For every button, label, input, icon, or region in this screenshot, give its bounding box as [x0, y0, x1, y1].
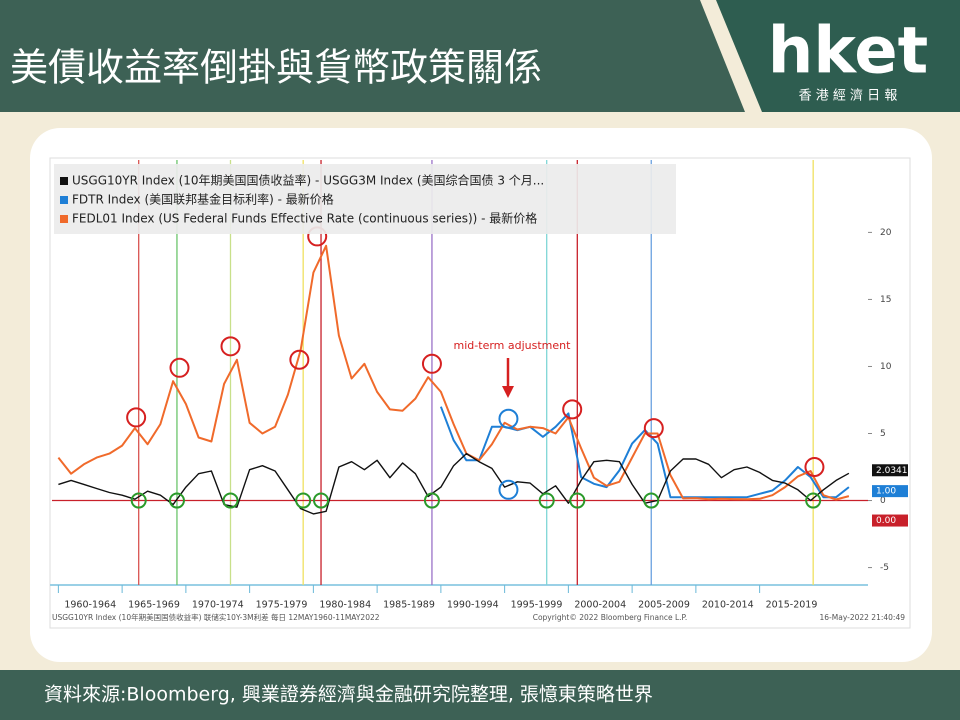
highlight-circle [805, 492, 822, 509]
annotation: mid-term adjustment [454, 339, 572, 352]
x-tick-label: 1970-1974 [192, 600, 244, 611]
highlight-circle [289, 349, 310, 370]
x-tick-label: 1995-1999 [511, 600, 563, 611]
highlight-circle [313, 492, 330, 509]
legend-label: USGG10YR Index (10年期美国国债收益率) - USGG3M In… [72, 173, 544, 188]
logo-panel [716, 0, 960, 112]
legend-label: FDTR Index (美国联邦基金目标利率) - 最新价格 [72, 192, 334, 207]
highlight-circle [498, 479, 519, 500]
x-tick-label: 2015-2019 [766, 600, 818, 611]
reference-label: 0.00 [876, 516, 896, 526]
highlight-circle [295, 492, 312, 509]
highlight-circle [222, 492, 239, 509]
x-tick-label: 2000-2004 [574, 600, 626, 611]
highlight-circle [804, 457, 825, 478]
footnote-right: 16-May-2022 21:40:49 [820, 613, 906, 622]
legend-swatch [60, 177, 68, 185]
chart-frame [49, 157, 911, 629]
highlight-circle [421, 353, 442, 374]
x-tick-label: 1960-1964 [64, 600, 116, 611]
highlight-circle [562, 399, 583, 420]
x-tick-label: 1965-1969 [128, 600, 180, 611]
series-line [58, 452, 850, 515]
highlight-circle [569, 492, 586, 509]
legend-label: FEDL01 Index (US Federal Funds Effective… [72, 211, 537, 226]
highlight-circle [498, 408, 519, 429]
last-value-label: 1.00 [876, 487, 896, 497]
highlight-circle [643, 492, 660, 509]
x-tick-label: 2010-2014 [702, 600, 754, 611]
series-line [57, 244, 850, 501]
footnote-center: Copyright© 2022 Bloomberg Finance L.P. [533, 613, 688, 622]
x-tick-label: 1990-1994 [447, 600, 499, 611]
y-tick-label: 15 [880, 295, 891, 305]
footer-source: 資料來源:Bloomberg, 興業證券經濟與金融研究院整理, 張憶東策略世界 [44, 684, 653, 706]
y-tick-label: 10 [880, 362, 892, 372]
y-tick-label: 5 [880, 429, 886, 439]
highlight-circle [220, 336, 241, 357]
footer-bar [0, 670, 960, 720]
footnote-left: USGG10YR Index (10年期美国国债收益率) 联储实10Y-3M利差… [52, 612, 380, 622]
y-tick-label: 0 [880, 496, 886, 506]
reference-label-box [872, 514, 908, 527]
highlight-circle [130, 492, 147, 509]
y-tick-label: 20 [880, 228, 892, 238]
chart: USGG10YR Index (10年期美国国债收益率) 联储实10Y-3M利差… [49, 157, 911, 629]
annotation-arrowhead [502, 386, 514, 398]
legend-swatch [60, 215, 68, 223]
legend-swatch [60, 196, 68, 204]
last-value-label: 2.0341 [876, 466, 908, 476]
x-tick-label: 2005-2009 [638, 600, 690, 611]
header-title: 美債收益率倒掛與貨幣政策關係 [10, 46, 542, 90]
logo-subtitle: 香 港 經 濟 日 報 [799, 88, 898, 104]
highlight-circle [643, 418, 664, 439]
last-value-box [872, 464, 908, 477]
logo: hket [768, 15, 928, 89]
highlight-circle [168, 492, 185, 509]
x-tick-label: 1985-1989 [383, 600, 435, 611]
highlight-circle [126, 407, 147, 428]
last-value-box [872, 485, 908, 498]
highlight-circle [423, 492, 440, 509]
y-tick-label: -5 [880, 563, 889, 573]
x-tick-label: 1980-1984 [319, 600, 371, 611]
legend-box [54, 164, 676, 234]
x-tick-label: 1975-1979 [256, 600, 308, 611]
highlight-circle [538, 492, 555, 509]
highlight-circle [169, 357, 190, 378]
